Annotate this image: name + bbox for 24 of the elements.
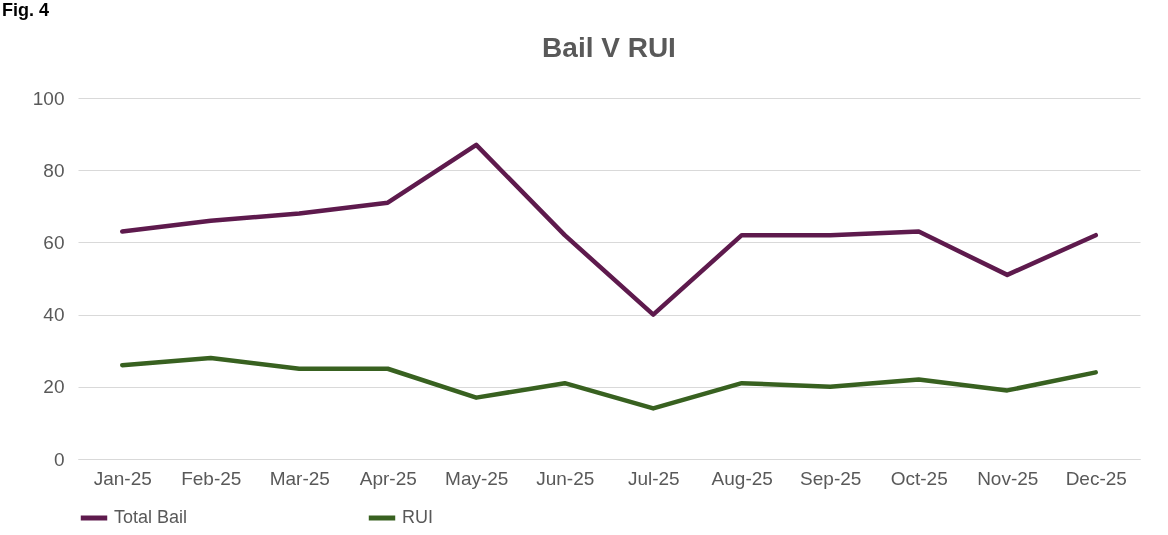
x-tick-label: Oct-25 (890, 467, 948, 489)
x-tick-label: Jan-25 (93, 467, 152, 489)
y-tick-label: 0 (53, 448, 65, 470)
line-series (120, 142, 1098, 317)
legend-label: Total Bail (114, 507, 188, 527)
y-tick-label: 20 (43, 376, 65, 398)
y-tick-label: 60 (43, 231, 65, 253)
x-tick-label: Nov-25 (977, 467, 1039, 489)
y-tick-label: 80 (43, 159, 65, 181)
y-tick-label: 40 (43, 304, 65, 326)
x-tick-label: Jul-25 (627, 467, 680, 489)
line-series (120, 355, 1098, 411)
chart-title: Bail V RUI (542, 32, 676, 63)
x-tick-label: Jun-25 (536, 467, 595, 489)
legend-label: RUI (402, 507, 433, 527)
x-tick-label: Feb-25 (181, 467, 242, 489)
x-tick-label: May-25 (445, 467, 509, 489)
x-tick-label: Sep-25 (800, 467, 862, 489)
x-tick-label: Apr-25 (359, 467, 417, 489)
y-tick-label: 100 (32, 87, 65, 109)
x-tick-label: Dec-25 (1065, 467, 1127, 489)
caption: Fig. 4 (2, 0, 50, 20)
x-tick-label: Mar-25 (269, 467, 330, 489)
x-tick-label: Aug-25 (711, 467, 773, 489)
